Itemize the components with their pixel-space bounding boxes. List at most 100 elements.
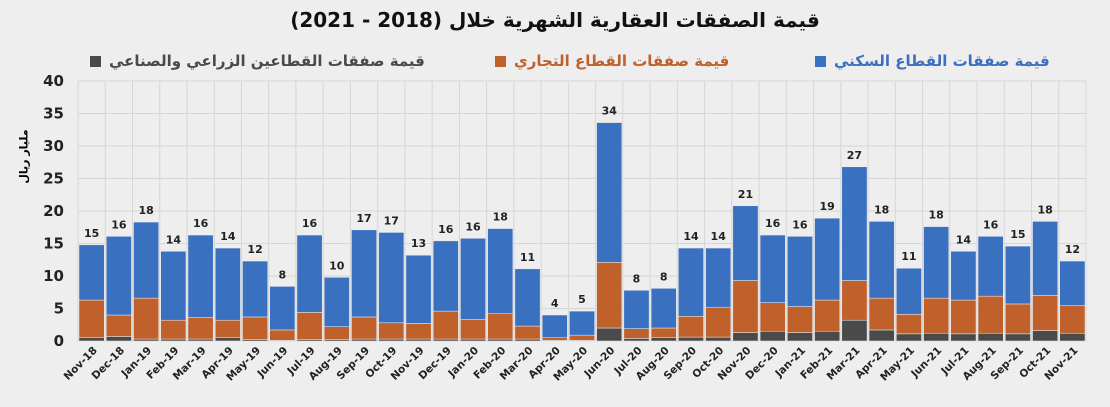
bar-segment-residential (650, 288, 677, 329)
bar-segment-industrial (214, 337, 241, 342)
bar-segment-commercial (323, 326, 350, 340)
total-label: 34 (602, 105, 618, 118)
bar-segment-industrial (514, 338, 541, 342)
total-label: 18 (929, 209, 944, 222)
y-tick-label: 25 (43, 170, 64, 188)
bar-segment-commercial (105, 314, 132, 337)
bar-segment-residential (351, 229, 377, 318)
bar-segment-residential (432, 240, 459, 312)
total-label: 5 (578, 293, 586, 306)
y-tick-label: 35 (43, 105, 64, 123)
bar-segment-residential (378, 232, 405, 324)
bar-segment-residential (596, 122, 623, 263)
legend-industrial: قيمة صفقات القطاعين الزراعي والصناعي (90, 52, 425, 70)
total-label: 16 (983, 218, 999, 231)
bar-segment-residential (569, 310, 595, 336)
total-label: 16 (765, 217, 781, 230)
bar-segment-residential (1059, 260, 1086, 306)
bar-segment-industrial (460, 338, 486, 342)
total-label: 17 (384, 214, 399, 227)
bar-segment-commercial (378, 322, 405, 340)
bar-segment-residential (787, 236, 813, 307)
bar-segment-commercial (841, 280, 868, 321)
bar-segment-commercial (487, 313, 514, 340)
bar-segment-residential (323, 277, 350, 327)
bar-segment-residential (896, 267, 922, 315)
total-label: 27 (847, 149, 862, 162)
bar-segment-industrial (705, 336, 732, 342)
bar-segment-residential (1005, 245, 1031, 305)
bar-segment-industrial (950, 333, 977, 342)
bar-segment-industrial (133, 338, 159, 342)
legend-commercial: قيمة صفقات القطاع التجاري (495, 52, 729, 70)
bar-segment-residential (950, 251, 977, 301)
total-label: 18 (1037, 203, 1052, 216)
total-label: 12 (1065, 243, 1080, 256)
bar-segment-commercial (214, 319, 241, 339)
bar-segment-commercial (678, 316, 704, 338)
bar-segment-industrial (896, 333, 922, 342)
total-label: 19 (820, 200, 835, 213)
bar-segment-commercial (759, 302, 786, 332)
bar-segment-residential (133, 221, 159, 299)
total-label: 16 (438, 223, 454, 236)
bar-segment-residential (705, 247, 732, 308)
bar-segment-residential (105, 236, 132, 316)
total-label: 16 (193, 217, 209, 230)
bar-segment-residential (977, 236, 1004, 297)
bar-segment-industrial (378, 338, 405, 342)
bar-segment-commercial (242, 316, 268, 340)
total-label: 17 (356, 212, 371, 225)
bar-segment-industrial (759, 331, 786, 342)
bar-segment-industrial (487, 338, 514, 342)
bar-segment-industrial (787, 332, 813, 342)
legend-residential: قيمة صفقات القطاع السكني (815, 52, 1050, 70)
bar-segment-commercial (650, 327, 677, 338)
bar-segment-industrial (623, 338, 650, 342)
legend-swatch-industrial (90, 55, 101, 67)
y-tick-label: 0 (54, 332, 64, 350)
y-tick-label: 10 (43, 267, 64, 285)
total-label: 16 (792, 218, 808, 231)
total-label: 16 (302, 217, 318, 230)
bar-segment-industrial (432, 338, 459, 342)
bar-segment-industrial (596, 327, 623, 342)
bar-segment-industrial (977, 332, 1004, 342)
bar-segment-residential (78, 244, 105, 301)
total-label: 15 (84, 227, 99, 240)
bar-segment-commercial (950, 299, 977, 335)
bar-segment-industrial (1059, 332, 1086, 342)
bar-segment-commercial (923, 297, 950, 334)
bar-segment-commercial (569, 334, 595, 341)
bar-segment-commercial (514, 325, 541, 340)
total-label: 18 (874, 203, 889, 216)
bar-segment-residential (759, 234, 786, 303)
bar-segment-commercial (187, 317, 214, 340)
bar-segment-industrial (650, 337, 677, 342)
y-tick-label: 40 (43, 72, 64, 90)
total-label: 14 (683, 230, 699, 243)
total-label: 4 (551, 297, 559, 310)
bar-segment-residential (868, 221, 895, 299)
total-label: 8 (278, 268, 286, 281)
bar-segment-commercial (977, 295, 1004, 334)
bar-segment-commercial (1032, 295, 1059, 331)
bar-segment-residential (514, 268, 541, 327)
total-label: 18 (138, 204, 153, 217)
bar-segment-residential (405, 254, 432, 324)
chart-title: قيمة الصفقات العقارية الشهرية خلال (2018… (290, 8, 820, 32)
bar-segment-industrial (105, 336, 132, 342)
legend-label-commercial: قيمة صفقات القطاع التجاري (514, 52, 730, 70)
bar-segment-residential (242, 260, 268, 318)
total-label: 14 (166, 233, 182, 246)
bar-segment-industrial (351, 338, 377, 342)
y-tick-label: 5 (54, 300, 64, 318)
total-label: 16 (111, 218, 127, 231)
total-label: 11 (520, 251, 535, 264)
total-label: 18 (493, 211, 508, 224)
bar-segment-industrial (405, 338, 432, 342)
bar-segment-commercial (432, 310, 459, 340)
total-label: 14 (711, 230, 727, 243)
bar-segment-commercial (896, 314, 922, 335)
bar-segment-residential (923, 226, 950, 299)
